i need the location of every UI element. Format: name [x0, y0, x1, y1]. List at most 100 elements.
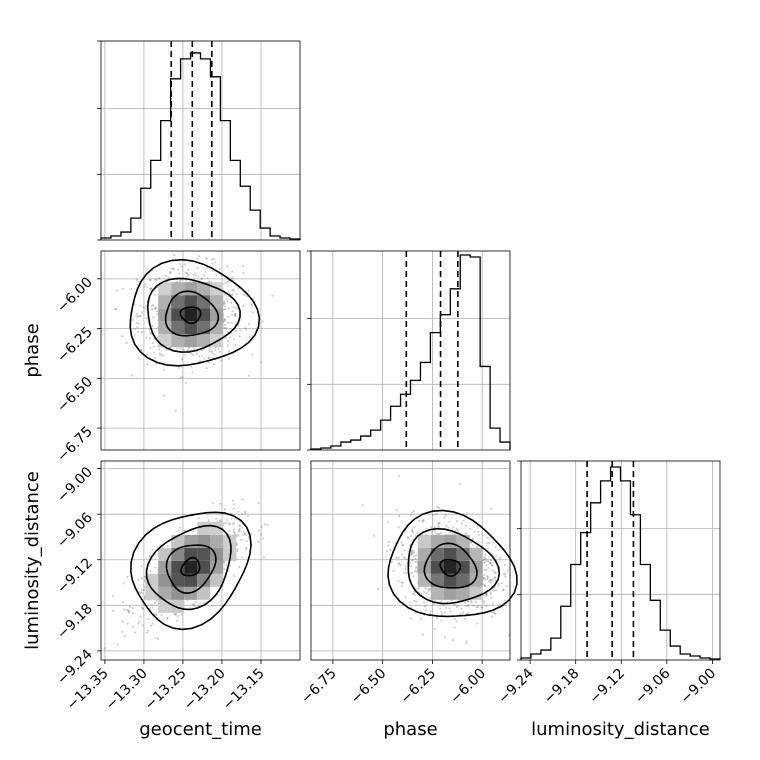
sample-point: [208, 356, 211, 359]
sample-point: [471, 544, 474, 547]
sample-point: [412, 531, 415, 534]
sample-point: [133, 328, 136, 331]
histogram-luminosity_distance: [520, 466, 721, 660]
sample-point: [127, 609, 130, 612]
sample-point: [168, 271, 171, 275]
sample-point: [179, 278, 182, 281]
sample-point: [490, 564, 493, 567]
sample-point: [177, 366, 180, 369]
sample-point: [218, 350, 221, 353]
sample-point: [504, 575, 507, 578]
sample-point: [148, 288, 151, 291]
sample-point: [440, 613, 443, 616]
sample-point: [251, 353, 254, 356]
sample-point: [215, 517, 218, 520]
sample-point: [469, 527, 472, 530]
sample-point: [199, 359, 202, 362]
sample-point: [494, 612, 497, 616]
sample-point: [251, 311, 254, 314]
sample-point: [474, 601, 478, 604]
sample-point: [224, 521, 227, 525]
pair-panel-phase_vs_geocent_time: [100, 250, 301, 451]
contour-middle: [146, 277, 241, 353]
sample-point: [224, 508, 227, 511]
sample-point: [163, 394, 166, 397]
sample-point: [489, 561, 492, 565]
x-tick-label: −9.06: [632, 665, 674, 707]
sample-point: [148, 554, 151, 557]
sample-point: [497, 584, 500, 587]
sample-point: [243, 531, 246, 534]
sample-point: [482, 594, 486, 597]
sample-point: [136, 283, 139, 286]
sample-point: [406, 536, 409, 539]
sample-point: [235, 305, 238, 309]
sample-point: [234, 314, 237, 317]
sample-point: [142, 607, 145, 610]
sample-point: [179, 347, 182, 350]
sample-point: [503, 599, 506, 602]
sample-point: [438, 521, 441, 525]
sample-point: [116, 643, 119, 646]
sample-point: [423, 601, 426, 604]
sample-point: [183, 263, 186, 266]
sample-point: [494, 576, 497, 579]
sample-point: [387, 544, 390, 547]
sample-point: [174, 613, 177, 617]
sample-point: [141, 624, 144, 627]
sample-point: [121, 287, 125, 290]
sample-point: [136, 315, 139, 318]
sample-point: [139, 591, 142, 594]
sample-point: [148, 337, 151, 340]
sample-point: [241, 533, 244, 536]
sample-point: [410, 553, 413, 556]
sample-point: [140, 348, 143, 351]
sample-point: [137, 578, 140, 581]
y-tick-label: −9.00: [54, 464, 96, 506]
sample-point: [482, 577, 485, 580]
sample-point: [140, 349, 143, 352]
sample-point: [464, 532, 467, 535]
sample-point: [233, 314, 236, 317]
sample-point: [240, 512, 243, 515]
sample-point: [140, 331, 143, 334]
sample-point: [205, 256, 208, 259]
density-cell: [171, 321, 185, 335]
sample-point: [227, 315, 230, 318]
sample-point: [208, 347, 211, 351]
sample-point: [139, 315, 142, 318]
sample-point: [486, 575, 489, 578]
sample-point: [482, 600, 485, 603]
sample-point: [152, 345, 155, 348]
sample-point: [502, 588, 505, 591]
sample-point: [440, 600, 443, 603]
contour-outer: [129, 258, 261, 367]
sample-point: [131, 625, 134, 628]
sample-point: [244, 328, 247, 331]
density-cell: [430, 586, 444, 600]
sample-point: [213, 353, 216, 356]
density-cells: [145, 521, 237, 613]
density-cell: [197, 560, 211, 574]
sample-point: [411, 549, 414, 552]
contour-core: [439, 558, 462, 577]
sample-point: [436, 505, 439, 508]
sample-point: [467, 604, 470, 607]
density-cell: [158, 308, 172, 322]
sample-point: [397, 580, 400, 583]
sample-point: [490, 615, 493, 618]
density-cell: [469, 573, 483, 587]
panel-frame: [100, 40, 301, 241]
sample-point: [463, 617, 466, 621]
sample-point: [237, 529, 240, 532]
sample-point: [125, 341, 128, 345]
histogram-phase: [310, 254, 511, 450]
sample-point: [451, 532, 454, 535]
sample-point: [395, 508, 398, 512]
density-cell: [184, 560, 198, 574]
sample-point: [462, 611, 465, 614]
sample-point: [154, 307, 157, 310]
sample-point: [223, 302, 226, 305]
sample-point: [241, 526, 244, 529]
sample-point: [155, 278, 158, 282]
